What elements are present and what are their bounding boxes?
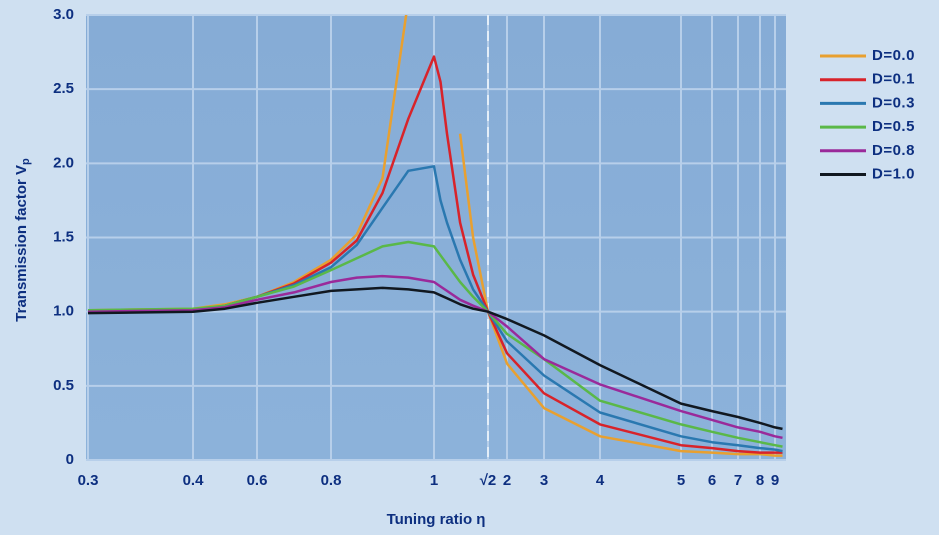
x-tick-label: 2 [503, 472, 511, 489]
legend-label: D=0.8 [872, 142, 915, 159]
y-axis-label-text: Transmission factor V [13, 165, 30, 322]
y-tick-label: 2.0 [53, 154, 74, 171]
legend-label: D=0.0 [872, 47, 915, 64]
y-tick-label: 1.5 [53, 228, 74, 245]
legend-label: D=1.0 [872, 165, 915, 182]
x-tick-label: 9 [771, 472, 779, 489]
x-tick-label: 8 [756, 472, 764, 489]
x-tick-label: 5 [677, 472, 685, 489]
x-tick-label: 4 [596, 472, 605, 489]
y-axis-label-subscript: p [20, 158, 32, 165]
y-tick-label: 2.5 [53, 80, 74, 97]
x-tick-label: 3 [540, 472, 548, 489]
series-line [87, 240, 783, 448]
series-line [87, 286, 783, 431]
legend-label: D=0.5 [872, 118, 915, 135]
x-tick-label: 0.8 [321, 472, 342, 489]
x-tick-label: 1 [430, 472, 438, 489]
y-tick-label: 3.0 [53, 6, 74, 23]
y-axis-label: Transmission factor Vp [13, 158, 32, 322]
legend-label: D=0.3 [872, 94, 915, 111]
y-tick-label: 0.5 [53, 377, 74, 394]
series-line [87, 274, 783, 440]
x-axis-label: Tuning ratio η [387, 511, 486, 528]
x-tick-label: √2 [480, 472, 497, 489]
x-tick-label: 6 [708, 472, 716, 489]
y-tick-label: 1.0 [53, 303, 74, 320]
x-tick-label: 7 [734, 472, 742, 489]
legend-label: D=0.1 [872, 71, 915, 88]
x-tick-label: 0.6 [247, 472, 268, 489]
x-tick-label: 0.3 [78, 472, 99, 489]
x-tick-label: 0.4 [183, 472, 205, 489]
y-tick-label: 0 [66, 451, 74, 468]
